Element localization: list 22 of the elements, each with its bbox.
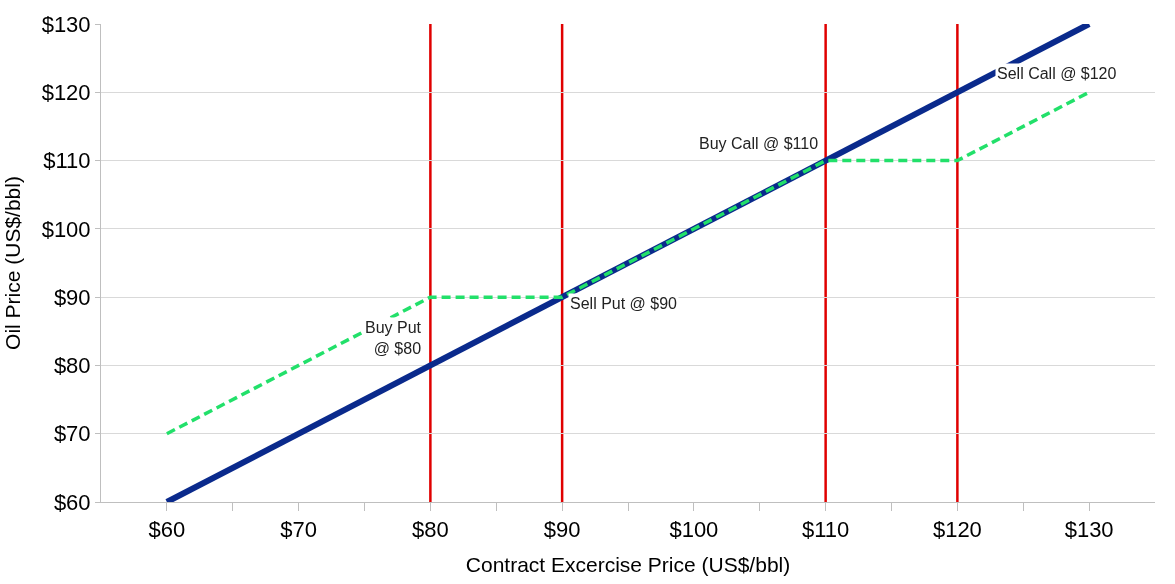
x-tick-label: $60 [148,517,186,543]
y-tick-label: $120 [41,79,91,105]
x-axis-title: Contract Excercise Price (US$/bbl) [465,552,791,576]
y-tick-label: $70 [53,421,91,447]
x-tick-label: $90 [543,517,581,543]
annotation: Sell Call @ $120 [997,65,1117,82]
y-tick-label: $80 [53,353,91,379]
x-tick-label: $80 [412,517,449,543]
annotation: Buy Put @ $80 [365,319,422,357]
annotation: Sell Put @ $90 [570,295,678,312]
x-tick-label: $100 [669,517,719,543]
x-tick-label: $110 [801,517,850,543]
x-tick-label: $70 [280,517,317,543]
x-tick-label: $130 [1064,517,1114,543]
y-tick-label: $130 [41,11,91,37]
y-tick-label: $90 [53,284,91,310]
y-tick-label: $60 [53,489,91,515]
y-tick-label: $100 [41,216,91,242]
y-tick-label: $110 [43,148,91,174]
annotation: Buy Call @ $110 [699,135,819,152]
x-tick-label: $120 [932,517,982,543]
y-axis-title: Oil Price (US$/bbl) [0,176,24,350]
